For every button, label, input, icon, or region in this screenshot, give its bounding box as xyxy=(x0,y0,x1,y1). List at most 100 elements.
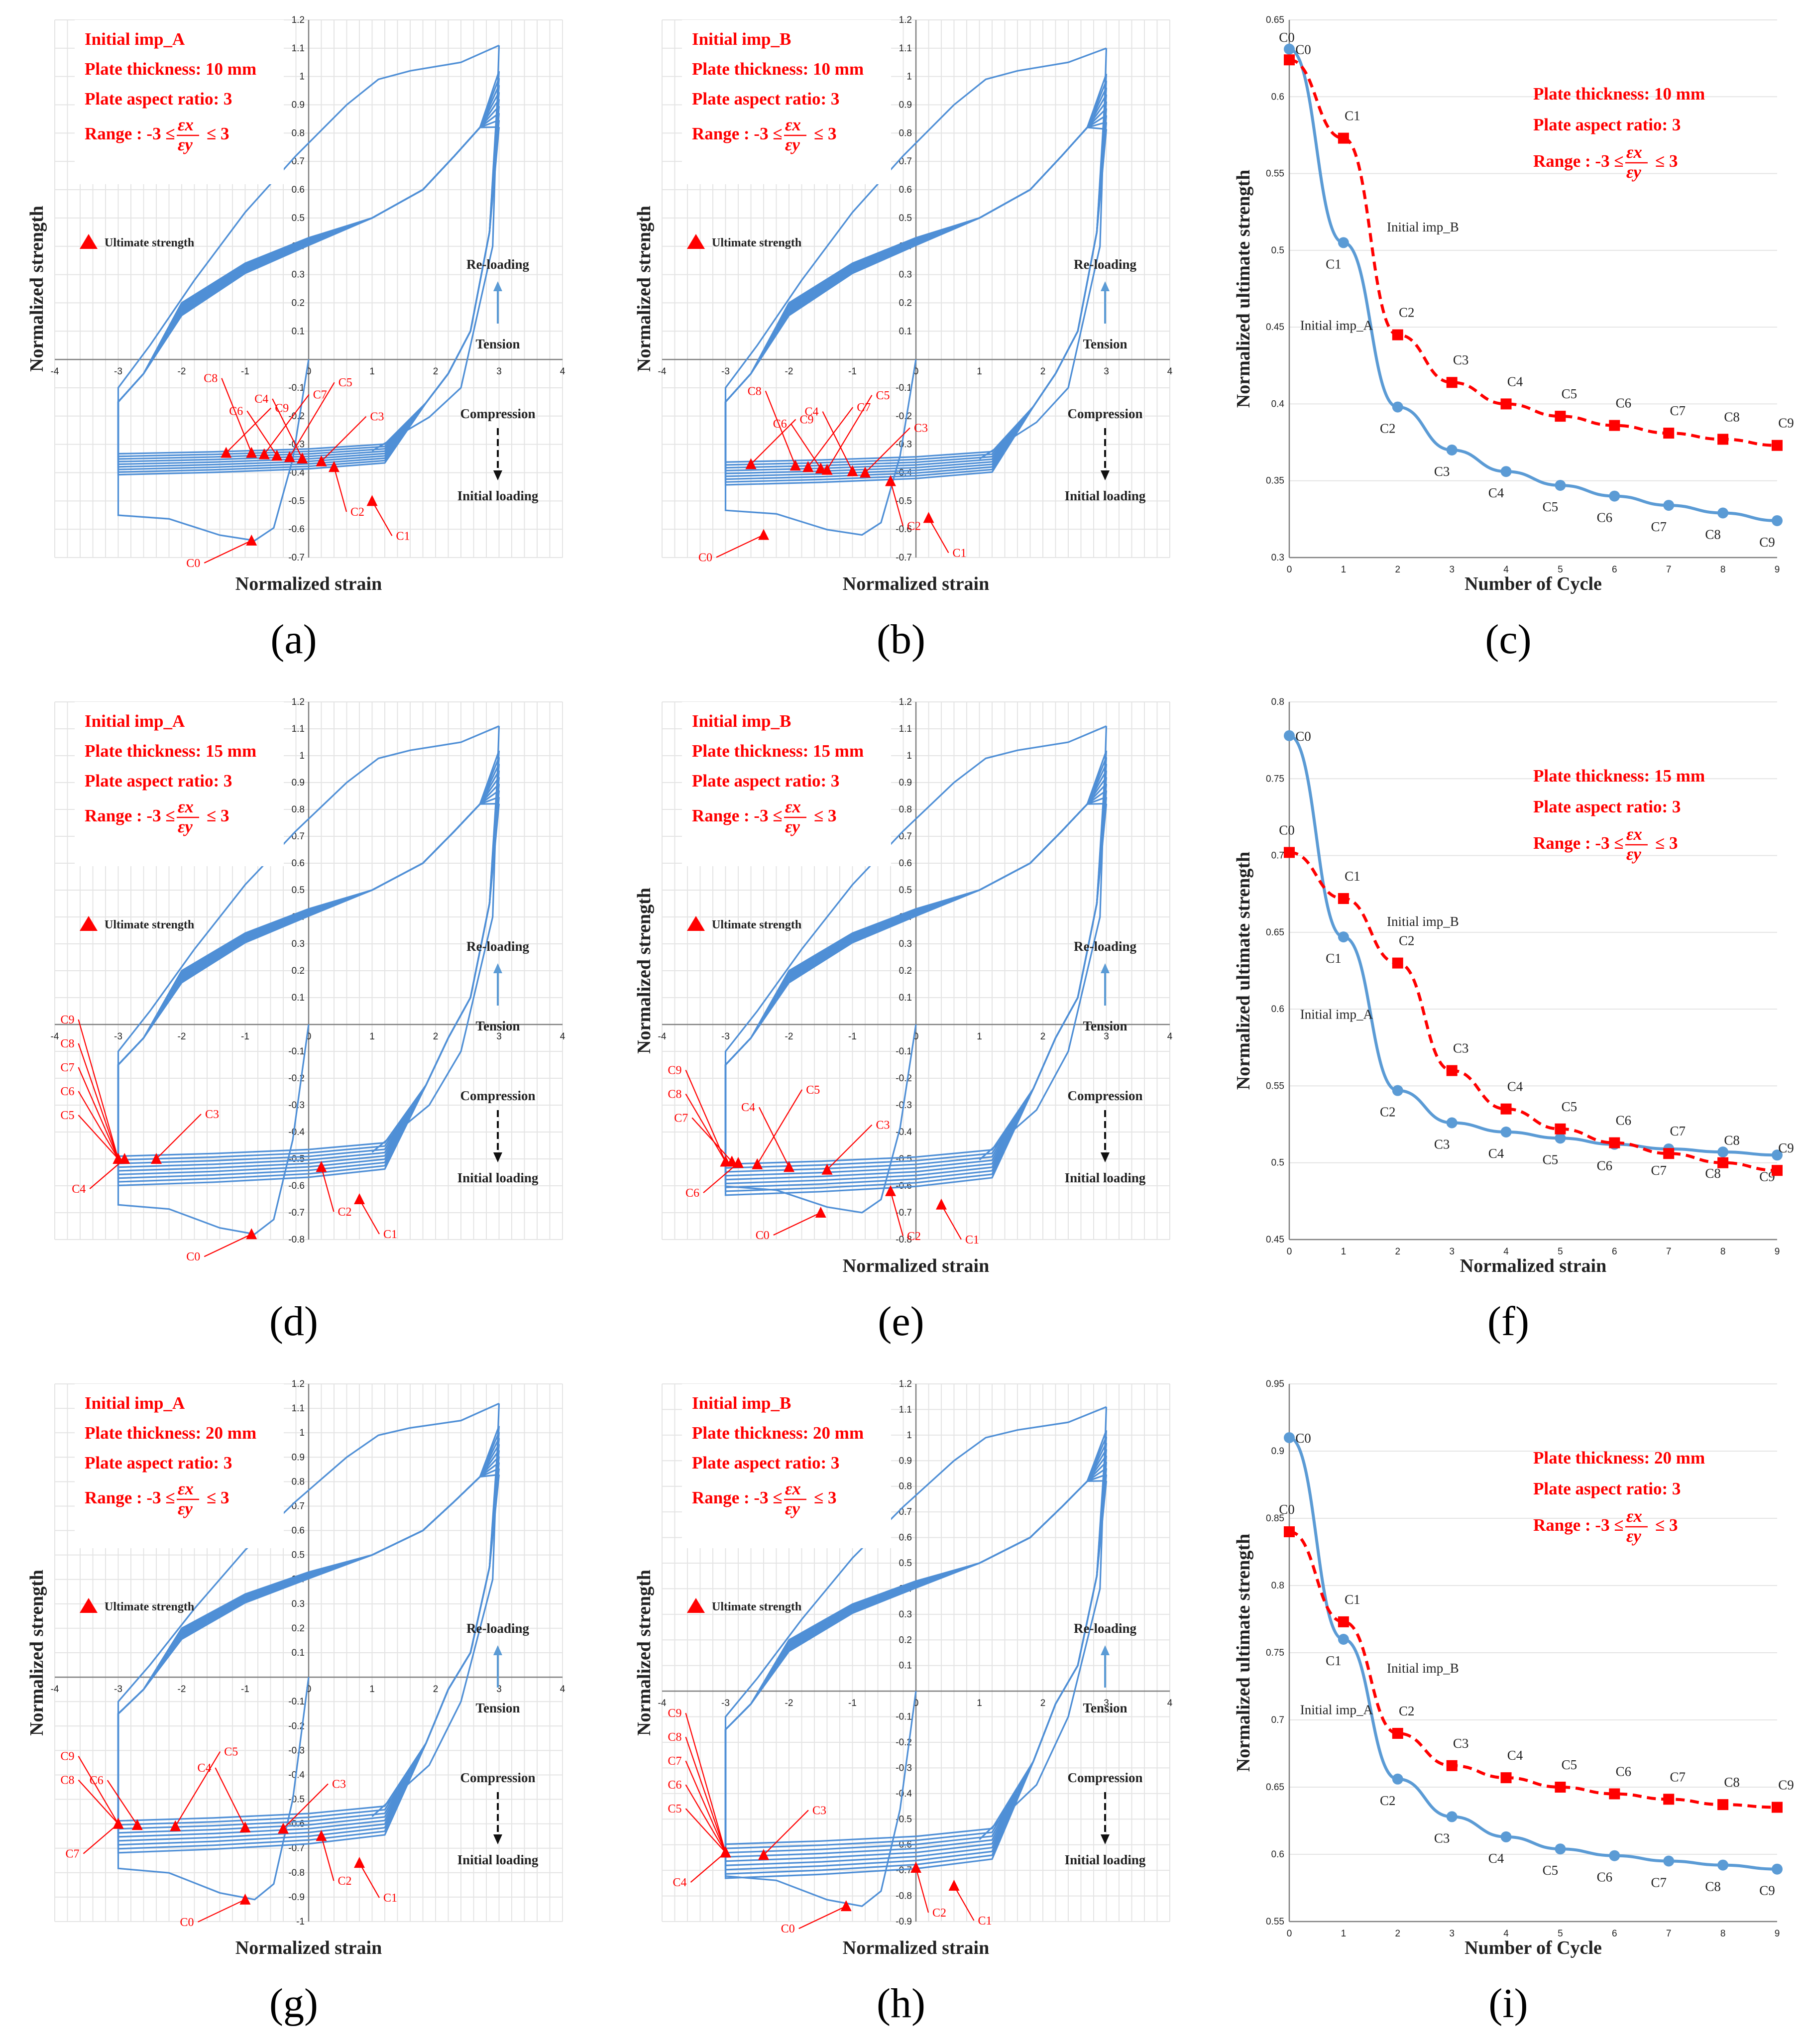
imperfection-label: Initial imp_A xyxy=(85,711,185,731)
range-eps-y: εy xyxy=(785,817,800,836)
marker-leader xyxy=(283,1783,329,1829)
y-tick-label: 0.7 xyxy=(899,1507,912,1517)
ultimate-marker-c0 xyxy=(815,1207,826,1218)
point-imp-a xyxy=(1663,500,1675,511)
marker-label: C9 xyxy=(800,413,814,426)
x-tick-label: 0 xyxy=(306,366,312,377)
hysteresis-loops xyxy=(117,44,500,542)
range-prefix: Range : -3 ≤ xyxy=(692,124,783,143)
y-tick-label: 0.5 xyxy=(1271,245,1284,256)
x-tick-label: -2 xyxy=(178,1684,186,1695)
loop-cycle xyxy=(724,126,1108,463)
chart-c: 0.3 0.35 0.4 0.45 0.5 0.55 0.6 0.65 0 1 2 3 4 5 6 7 8 9 Nu… xyxy=(1233,15,1794,594)
ultimate-marker-c2 xyxy=(885,1185,896,1196)
tension-label: Tension xyxy=(475,1701,520,1715)
marker-leader xyxy=(321,1835,335,1881)
marker-leader xyxy=(78,1779,119,1824)
ultimate-strength-legend: Ultimate strength xyxy=(105,1600,194,1613)
x-tick-label: 4 xyxy=(1503,1247,1509,1257)
marker-leader xyxy=(78,1019,119,1159)
y-tick-label: 0.3 xyxy=(899,270,912,280)
y-tick-label: 0.8 xyxy=(1271,697,1284,707)
marker-label: C4 xyxy=(72,1183,86,1196)
x-tick-label: 7 xyxy=(1666,565,1672,575)
y-tick-label: 0.7 xyxy=(1271,1715,1284,1725)
x-tick-label: 1 xyxy=(977,366,982,377)
y-tick-label: -0.3 xyxy=(896,440,912,450)
hysteresis-loops xyxy=(724,725,1108,1214)
marker-leader xyxy=(685,1069,726,1162)
marker-leader xyxy=(685,1808,726,1853)
marker-label: C2 xyxy=(338,1875,352,1888)
point-imp-b xyxy=(1392,1728,1403,1739)
y-tick-label: 0.2 xyxy=(292,298,305,308)
tension-arrow-head xyxy=(493,963,502,973)
ultimate-marker-c2 xyxy=(885,475,896,486)
cycle-label-imp-a: C0 xyxy=(1295,729,1311,744)
y-axis-title: Normalized ultimate strength xyxy=(1233,1534,1254,1772)
y-tick-label: 0.5 xyxy=(292,885,305,896)
marker-leader xyxy=(685,1760,726,1853)
point-imp-a xyxy=(1392,401,1403,413)
loop-initial xyxy=(117,44,500,542)
marker-label: C7 xyxy=(60,1061,74,1074)
chart-i: 0.55 0.6 0.65 0.7 0.75 0.8 0.85 0.9 0.95 0 1 2 3 4 5 6 7… xyxy=(1233,1379,1794,1958)
y-tick-label: 0.7 xyxy=(899,156,912,167)
y-tick-label: 0.3 xyxy=(292,939,305,949)
x-tick-label: 0 xyxy=(1287,565,1292,575)
initial-loading-label: Initial loading xyxy=(1065,488,1146,503)
cycle-label-imp-a: C3 xyxy=(1434,464,1450,479)
panel-c: 0.3 0.35 0.4 0.45 0.5 0.55 0.6 0.65 0 1 2 3 4 5 6 7 8 9 Nu… xyxy=(1215,0,1802,663)
cycle-label-imp-a: C7 xyxy=(1651,519,1667,534)
marker-label: C5 xyxy=(668,1803,681,1816)
panel-g: -4 -3 -2 -1 0 1 2 3 4 -1 -0.9 -0.8 -0.7 -0.6 -0.5 -0.4-… xyxy=(0,1364,587,2027)
cycle-label-imp-b: C5 xyxy=(1562,386,1577,401)
y-tick-label: 1.2 xyxy=(899,15,912,25)
cycle-label-imp-b: C7 xyxy=(1670,1124,1686,1138)
marker-label: C0 xyxy=(180,1916,194,1929)
y-tick-label: -0.7 xyxy=(288,1208,305,1218)
point-imp-b xyxy=(1500,398,1512,410)
y-tick-label: 0.5 xyxy=(292,213,305,224)
loop-unloading xyxy=(371,726,500,1153)
point-imp-a xyxy=(1717,507,1729,519)
x-tick-label: -2 xyxy=(785,366,793,377)
marker-leader xyxy=(371,500,393,536)
y-tick-label: -0.8 xyxy=(896,1235,912,1245)
x-tick-label: 9 xyxy=(1775,1247,1780,1257)
cycle-label-imp-b: C3 xyxy=(1453,1041,1469,1056)
marker-label: C7 xyxy=(857,401,871,414)
marker-leader xyxy=(716,534,764,558)
marker-label: C7 xyxy=(313,389,327,402)
x-tick-label: 3 xyxy=(1449,1247,1455,1257)
y-tick-label: 0.8 xyxy=(1271,1581,1284,1591)
cycle-label-imp-b: C4 xyxy=(1507,1079,1523,1094)
marker-leader xyxy=(78,1091,119,1159)
x-tick-label: 8 xyxy=(1720,565,1726,575)
point-imp-a xyxy=(1555,1133,1566,1144)
x-tick-label: -1 xyxy=(241,366,249,377)
series-line-imp-b xyxy=(1289,1530,1778,1809)
y-tick-label: -0.7 xyxy=(896,1208,912,1218)
y-tick-label: -0.4 xyxy=(288,467,305,478)
y-tick-label: 1 xyxy=(299,751,305,761)
y-tick-label: 0.1 xyxy=(292,1648,305,1658)
y-tick-label: 0.7 xyxy=(292,1501,305,1511)
x-tick-label: -3 xyxy=(721,1031,730,1042)
y-tick-label: -0.2 xyxy=(288,411,305,422)
y-axis-title: Normalized ultimate strength xyxy=(1233,170,1254,408)
point-imp-b xyxy=(1663,1794,1675,1805)
marker-leader xyxy=(685,1093,726,1162)
y-tick-label: -0.2 xyxy=(896,1737,912,1748)
point-imp-a xyxy=(1717,1146,1729,1158)
point-imp-b xyxy=(1717,434,1729,445)
marker-leader xyxy=(78,1067,119,1159)
cycle-label-imp-b: C7 xyxy=(1670,403,1686,418)
ultimate-marker-c2 xyxy=(316,1830,327,1841)
marker-label: C4 xyxy=(673,1876,686,1889)
ultimate-strength-legend-marker xyxy=(80,234,98,249)
range-eps-y: εy xyxy=(178,817,193,836)
y-tick-label: -0.5 xyxy=(288,1154,305,1164)
cycle-label-imp-b: C1 xyxy=(1345,1592,1360,1607)
marker-leader xyxy=(78,1043,119,1159)
